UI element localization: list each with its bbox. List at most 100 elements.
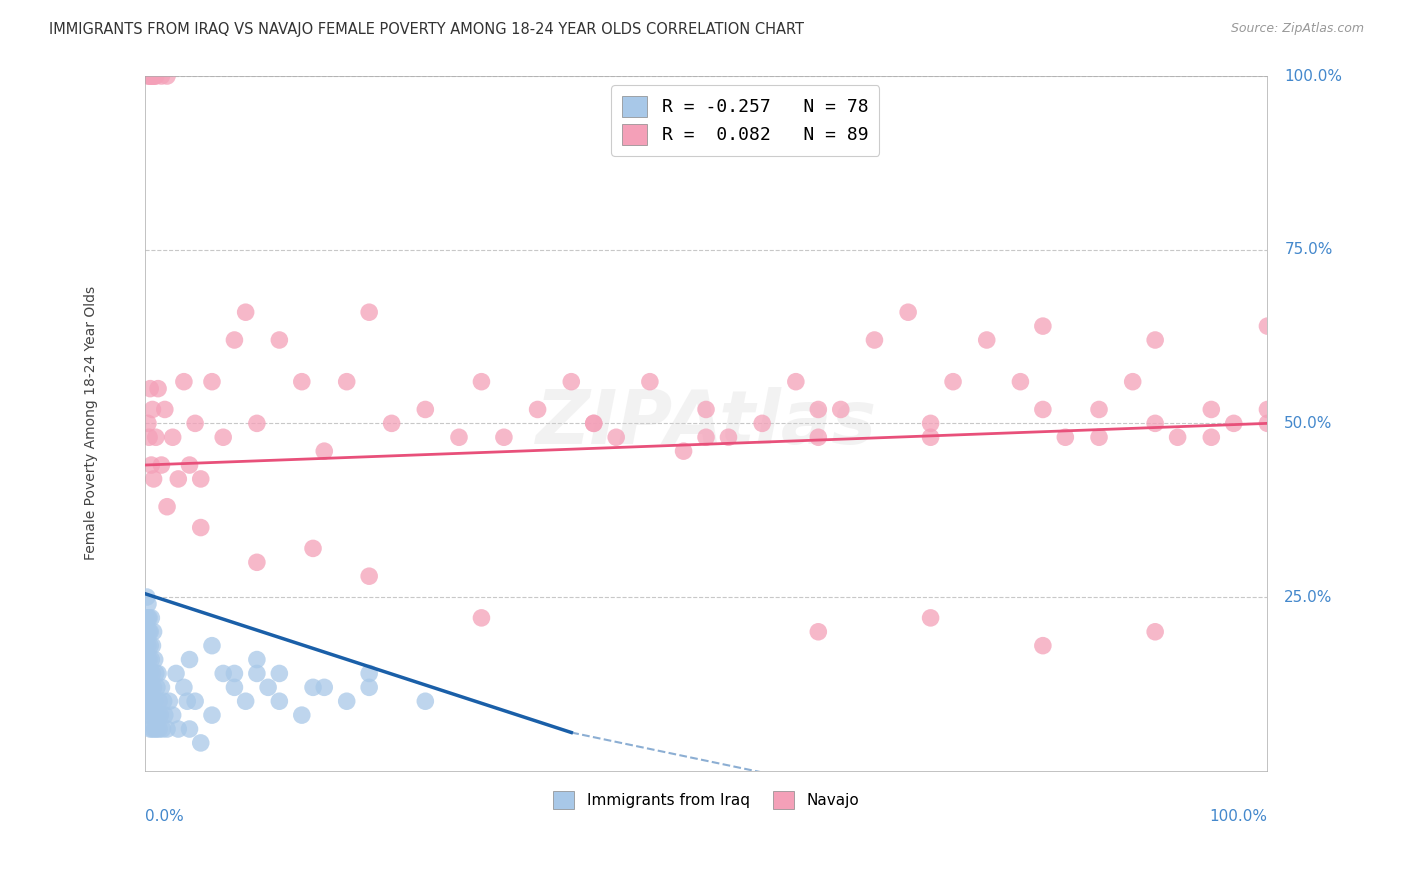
Point <box>138 681 160 695</box>
Point <box>143 694 166 708</box>
Point <box>138 652 160 666</box>
Point <box>695 402 717 417</box>
Text: Source: ZipAtlas.com: Source: ZipAtlas.com <box>1230 22 1364 36</box>
Point <box>142 472 165 486</box>
Point <box>807 624 830 639</box>
Point <box>165 666 187 681</box>
Point <box>302 681 325 695</box>
Point <box>150 681 173 695</box>
Point <box>139 722 162 736</box>
Point <box>224 666 246 681</box>
Point <box>142 624 165 639</box>
Point <box>146 708 169 723</box>
Point <box>141 722 163 736</box>
Point <box>136 69 159 83</box>
Point <box>807 402 830 417</box>
Point <box>1032 639 1054 653</box>
Point <box>135 624 157 639</box>
Point <box>920 611 942 625</box>
Point <box>672 444 695 458</box>
Point <box>135 611 157 625</box>
Point <box>1054 430 1077 444</box>
Point <box>190 472 212 486</box>
Point <box>153 708 176 723</box>
Point <box>560 375 582 389</box>
Point <box>470 375 492 389</box>
Point <box>157 694 180 708</box>
Point <box>145 708 167 723</box>
Point <box>138 708 160 723</box>
Point <box>138 624 160 639</box>
Point <box>135 659 157 673</box>
Point <box>149 708 172 723</box>
Point <box>167 472 190 486</box>
Point <box>201 639 224 653</box>
Point <box>1010 375 1032 389</box>
Point <box>152 694 174 708</box>
Point <box>146 681 169 695</box>
Point <box>173 681 195 695</box>
Point <box>1032 402 1054 417</box>
Point <box>136 597 159 611</box>
Point <box>152 722 174 736</box>
Point <box>136 639 159 653</box>
Point <box>179 458 201 472</box>
Point <box>135 681 157 695</box>
Point <box>336 694 359 708</box>
Point <box>359 681 381 695</box>
Point <box>184 694 207 708</box>
Point <box>142 69 165 83</box>
Point <box>139 639 162 653</box>
Point <box>145 69 167 83</box>
Point <box>413 694 436 708</box>
Point <box>1088 430 1111 444</box>
Point <box>156 722 179 736</box>
Point <box>156 69 179 83</box>
Point <box>336 375 359 389</box>
Point <box>246 666 269 681</box>
Point <box>139 624 162 639</box>
Point <box>179 722 201 736</box>
Point <box>138 430 160 444</box>
Point <box>141 639 163 653</box>
Text: 75.0%: 75.0% <box>1284 243 1333 257</box>
Point <box>920 430 942 444</box>
Point <box>153 402 176 417</box>
Point <box>141 681 163 695</box>
Point <box>173 375 195 389</box>
Point <box>141 666 163 681</box>
Point <box>190 520 212 534</box>
Point <box>359 666 381 681</box>
Point <box>1201 402 1223 417</box>
Point <box>142 708 165 723</box>
Point <box>162 708 184 723</box>
Point <box>138 69 160 83</box>
Point <box>1256 402 1278 417</box>
Point <box>150 69 173 83</box>
Point <box>142 681 165 695</box>
Point <box>141 69 163 83</box>
Point <box>413 402 436 417</box>
Point <box>582 417 605 431</box>
Point <box>470 611 492 625</box>
Point <box>359 305 381 319</box>
Point <box>148 722 170 736</box>
Point <box>201 708 224 723</box>
Point <box>1122 375 1144 389</box>
Point <box>1167 430 1189 444</box>
Point <box>201 375 224 389</box>
Text: 50.0%: 50.0% <box>1284 416 1333 431</box>
Point <box>920 417 942 431</box>
Point <box>139 694 162 708</box>
Point <box>138 611 160 625</box>
Point <box>897 305 920 319</box>
Point <box>1201 430 1223 444</box>
Point <box>785 375 807 389</box>
Point <box>830 402 852 417</box>
Point <box>1222 417 1244 431</box>
Point <box>150 458 173 472</box>
Point <box>184 417 207 431</box>
Text: 100.0%: 100.0% <box>1209 809 1267 824</box>
Point <box>139 382 162 396</box>
Point <box>1256 319 1278 334</box>
